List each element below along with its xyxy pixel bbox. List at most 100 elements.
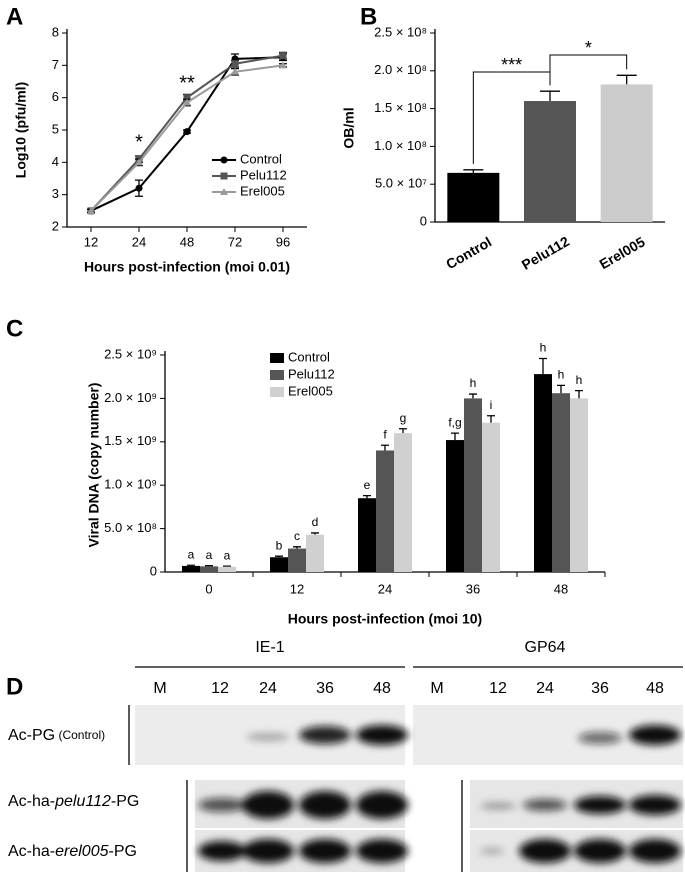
- bar-letter: h: [540, 341, 547, 355]
- bar: [446, 440, 464, 572]
- bar: [600, 84, 653, 223]
- error-bar: [187, 564, 195, 566]
- bar: [524, 101, 576, 222]
- error-bar: [223, 565, 231, 567]
- row-label-part: -PG: [109, 843, 137, 860]
- bar: [270, 557, 288, 572]
- lane-label: 36: [316, 680, 334, 697]
- legend-label: Control: [240, 151, 282, 166]
- y-tick-label: 0: [150, 563, 157, 578]
- bar-letter: f,g: [448, 415, 461, 429]
- lane-label: 48: [373, 680, 391, 697]
- panel-label: C: [6, 315, 23, 342]
- bar: [358, 498, 376, 572]
- x-axis-title: Hours post-infection (moi 10): [288, 611, 482, 627]
- y-tick-label: 5.0 × 10⁸: [104, 520, 157, 535]
- legend-marker: [220, 156, 228, 164]
- row-label: Ac-PG (Control): [8, 727, 105, 744]
- error-bar: [275, 555, 283, 558]
- error-bar: [381, 444, 389, 451]
- marker: [231, 60, 239, 68]
- x-axis-title: Hours post-infection (moi 0.01): [84, 259, 290, 275]
- annotation: **: [179, 72, 195, 94]
- legend-label: Pelu112: [240, 167, 287, 182]
- lane-label: M: [430, 680, 443, 697]
- row-label-part: erel005: [55, 843, 108, 860]
- bar: [394, 433, 412, 572]
- y-tick-label: 2.0 × 10⁸: [374, 62, 427, 77]
- panel-label: A: [6, 3, 23, 30]
- x-tick-label: 48: [180, 234, 194, 249]
- bar: [447, 172, 500, 222]
- legend-label: Pelu112: [288, 366, 335, 381]
- error-bar: [557, 384, 565, 394]
- y-tick-label: 1.0 × 10⁸: [374, 138, 427, 153]
- panel-label: D: [6, 673, 23, 700]
- row-label: Ac-ha-erel005-PG: [8, 843, 137, 860]
- y-tick-label: 1.5 × 10⁸: [374, 100, 427, 115]
- bar: [482, 422, 500, 572]
- y-tick-label: 2: [52, 218, 59, 233]
- bar-letter: b: [276, 538, 283, 552]
- blot: IE-1 GP64 M 12 24 36 48 M 12 24 36 48 Ac-PG (Cont…: [8, 639, 683, 872]
- lane-label: M: [153, 680, 166, 697]
- x-tick-label: Control: [443, 234, 494, 273]
- x-tick-label: Erel005: [596, 233, 647, 272]
- annotation: *: [135, 131, 143, 153]
- error-bar: [540, 90, 560, 102]
- legend-swatch: [270, 353, 284, 363]
- legend-label: Control: [288, 349, 330, 364]
- group-label: IE-1: [255, 639, 284, 656]
- bar-letter: i: [490, 398, 493, 412]
- x-tick-label: 12: [290, 581, 304, 596]
- bands: [198, 725, 681, 863]
- error-bar: [575, 389, 583, 399]
- x-tick-label: 36: [466, 581, 480, 596]
- y-tick-label: 8: [52, 24, 59, 39]
- x-tick-label: 0: [205, 581, 212, 596]
- y-tick-label: 5.0 × 10⁷: [375, 176, 427, 191]
- panel-label: B: [360, 3, 377, 30]
- bar-letter: g: [400, 411, 407, 425]
- y-tick-label: 3: [52, 186, 59, 201]
- error-bar: [293, 546, 301, 549]
- marker: [231, 67, 239, 75]
- y-tick-label: 6: [52, 89, 59, 104]
- x-tick-label: 48: [554, 581, 568, 596]
- y-axis-title: Viral DNA (copy number): [86, 383, 102, 548]
- bar-letter: h: [470, 376, 477, 390]
- error-bar: [311, 532, 319, 535]
- error-bar: [463, 169, 484, 173]
- marker: [135, 158, 143, 166]
- legend-swatch: [270, 370, 284, 380]
- row-label-part: Ac-ha-: [8, 793, 55, 810]
- group-label: GP64: [525, 639, 566, 656]
- x-tick-label: 24: [132, 234, 146, 249]
- y-tick-label: 2.5 × 10⁸: [374, 24, 427, 39]
- bracket: [549, 54, 628, 86]
- lane-label: 36: [591, 680, 609, 697]
- bar-letter: f: [383, 427, 387, 441]
- legend-marker: [220, 172, 228, 180]
- bar-letter: c: [294, 529, 300, 543]
- error-bar: [205, 565, 213, 567]
- x-tick-label: 24: [378, 581, 392, 596]
- annotation: ***: [501, 55, 522, 75]
- y-tick-label: 1.5 × 10⁹: [104, 433, 157, 448]
- error-bar: [616, 74, 637, 85]
- bar-letter: a: [188, 547, 195, 561]
- marker: [183, 94, 191, 102]
- bar-letter: h: [558, 368, 565, 382]
- bar: [218, 566, 236, 572]
- bar-letter: a: [206, 548, 213, 562]
- bar-letter: h: [576, 373, 583, 387]
- legend-label: Erel005: [288, 383, 333, 398]
- bar: [534, 374, 552, 572]
- lane-label: 48: [646, 680, 664, 697]
- annotation: *: [585, 38, 592, 58]
- x-tick-label: 96: [276, 234, 290, 249]
- bar-letter: a: [224, 548, 231, 562]
- row-label-part: Ac-PG: [8, 727, 55, 744]
- bar: [552, 393, 570, 572]
